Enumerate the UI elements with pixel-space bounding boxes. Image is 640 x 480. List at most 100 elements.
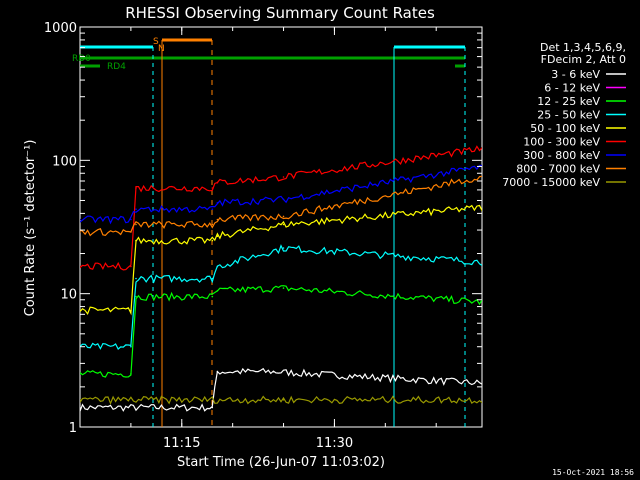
series-4-point-0 — [80, 309, 81, 312]
legend-header-2: FDecim 2, Att 0 — [541, 53, 626, 66]
series-6-point-0 — [80, 218, 81, 221]
series-6-point-6 — [491, 164, 493, 166]
series-line-5 — [80, 145, 482, 271]
series-line-0 — [80, 367, 482, 412]
series-0-point-5 — [558, 359, 560, 361]
series-6-point-3 — [211, 208, 214, 210]
series-4-point-8 — [558, 226, 560, 228]
series-6-point-5 — [282, 198, 285, 201]
series-2-point-8 — [598, 290, 600, 292]
series-4-point-1 — [130, 309, 132, 312]
series-5-point-0 — [80, 265, 81, 268]
legend-label-5: 100 - 300 keV — [523, 136, 600, 149]
series-5-point-6 — [491, 147, 493, 149]
series-1-point-0 — [497, 293, 499, 295]
series-0-point-7 — [619, 354, 621, 356]
y-axis-label: Count Rate (s⁻¹ detector⁻¹) — [23, 140, 38, 317]
series-8-point-0 — [80, 399, 81, 401]
series-2-point-0 — [80, 373, 81, 375]
series-0-point-0 — [80, 406, 81, 409]
plot-area — [80, 38, 640, 427]
series-6-point-10 — [619, 191, 621, 193]
series-7-point-10 — [619, 208, 621, 210]
series-4-point-2 — [135, 239, 137, 242]
series-5-point-2 — [135, 187, 137, 189]
series-4-point-6 — [491, 206, 493, 208]
series-7-point-4 — [216, 218, 219, 221]
series-line-7 — [80, 175, 482, 237]
y-tick-label-3: 1000 — [44, 21, 77, 36]
series-3-point-5 — [282, 247, 285, 249]
series-8-point-2 — [497, 399, 499, 401]
series-6-point-1 — [130, 218, 132, 221]
series-line-1 — [497, 283, 640, 301]
legend-label-2: 12 - 25 keV — [537, 95, 600, 108]
legend-label-4: 50 - 100 keV — [530, 122, 600, 135]
legend-label-0: 3 - 6 keV — [551, 68, 600, 81]
legend-label-1: 6 - 12 keV — [544, 82, 600, 95]
series-3-point-1 — [130, 345, 132, 348]
s-label: S — [153, 37, 159, 47]
series-0-point-3 — [272, 370, 275, 373]
series-line-3 — [80, 244, 482, 350]
series-4-point-3 — [211, 239, 214, 242]
series-line-6 — [80, 164, 482, 225]
series-2-point-4 — [216, 290, 219, 292]
series-0-point-4 — [497, 383, 499, 385]
series-5-point-5 — [282, 176, 285, 178]
series-2-point-2 — [135, 295, 137, 298]
series-3-point-4 — [216, 265, 219, 268]
series-7-point-2 — [135, 223, 137, 226]
series-6-point-9 — [578, 190, 580, 192]
series-4-point-5 — [282, 223, 285, 226]
series-1-point-2 — [558, 290, 560, 292]
series-4-point-4 — [216, 235, 219, 237]
series-8-point-1 — [282, 399, 285, 401]
legend-header-1: Det 1,3,4,5,6,9, — [540, 41, 626, 54]
series-line-2 — [80, 285, 482, 378]
y-tick-label-0: 1 — [69, 421, 77, 436]
series-0-point-2 — [216, 370, 219, 373]
rd4-label: RD4 — [107, 62, 126, 72]
footer-date: 15-Oct-2021 18:56 — [552, 468, 634, 477]
series-3-point-6 — [497, 262, 499, 264]
series-line-4 — [80, 204, 482, 316]
series-layer — [80, 145, 640, 412]
series-4-point-9 — [598, 224, 600, 226]
rd0-label: RD0 — [72, 54, 91, 64]
series-5-point-4 — [216, 181, 219, 184]
series-7-point-0 — [80, 231, 81, 233]
chart-title: RHESSI Observing Summary Count Rates — [125, 4, 435, 22]
series-2-point-1 — [130, 373, 132, 375]
series-6-point-7 — [497, 187, 499, 189]
x-axis-label: Start Time (26-Jun-07 11:03:02) — [177, 455, 385, 470]
series-7-point-1 — [130, 231, 132, 233]
series-2-point-6 — [497, 302, 499, 304]
legend-label-8: 7000 - 15000 keV — [502, 176, 600, 189]
series-2-point-3 — [211, 295, 214, 298]
series-2-point-7 — [558, 293, 560, 295]
series-7-point-3 — [211, 223, 214, 226]
series-5-point-1 — [130, 265, 132, 268]
series-2-point-5 — [282, 287, 285, 289]
legend-label-6: 300 - 800 keV — [523, 149, 600, 162]
n-label: N — [158, 44, 165, 54]
series-7-point-8 — [537, 211, 539, 213]
series-3-point-8 — [598, 264, 600, 266]
series-7-point-7 — [497, 208, 499, 210]
y-tick-label-2: 100 — [52, 154, 77, 169]
series-5-point-3 — [211, 187, 214, 189]
series-7-point-9 — [578, 211, 580, 213]
series-0-point-1 — [211, 406, 214, 409]
series-1-point-3 — [598, 287, 600, 289]
series-6-point-8 — [537, 189, 539, 191]
legend: Det 1,3,4,5,6,9, FDecim 2, Att 0 3 - 6 k… — [502, 41, 626, 189]
legend-label-3: 25 - 50 keV — [537, 109, 600, 122]
plot-frame — [79, 26, 483, 428]
series-5-point-7 — [497, 171, 499, 173]
series-3-point-3 — [211, 277, 214, 280]
series-7-point-6 — [491, 174, 493, 176]
series-6-point-2 — [135, 208, 137, 210]
y-tick-label-1: 10 — [60, 288, 77, 303]
